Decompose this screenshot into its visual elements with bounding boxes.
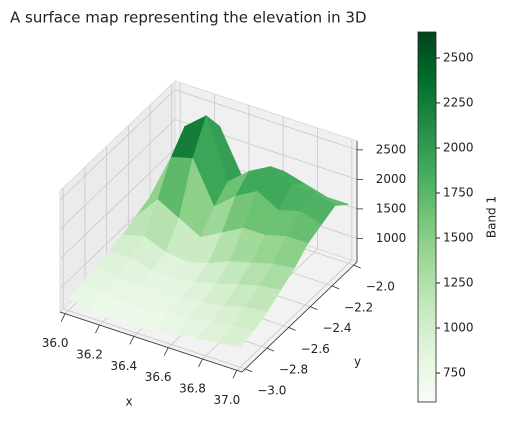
x-tick-label: 36.8	[179, 381, 206, 395]
colorbar-fill	[417, 31, 437, 403]
x-tick-label: 36.6	[145, 370, 172, 384]
tick-mark	[245, 368, 253, 373]
colorbar-tick-label: 1000	[443, 321, 474, 335]
grid-line	[59, 89, 176, 201]
z-tick-label: 2000	[376, 172, 407, 186]
tick-mark	[288, 327, 296, 331]
surface-cell	[218, 326, 255, 347]
y-tick-label: −2.2	[344, 300, 373, 314]
tick-mark	[331, 285, 340, 290]
x-axis-line	[59, 311, 243, 373]
grid-line	[174, 89, 358, 151]
z-tick-label: 1000	[376, 231, 407, 245]
tick-mark	[95, 324, 100, 334]
colorbar-label: Band 1	[485, 196, 499, 238]
x-tick-label: 36.0	[42, 336, 69, 350]
tick-mark	[232, 370, 238, 379]
colorbar-tick-label: 750	[443, 366, 466, 380]
colorbar-tick-label: 1250	[443, 275, 474, 289]
y-tick-label: −2.6	[301, 342, 330, 356]
z-tick-label: 1500	[376, 201, 407, 215]
colorbar-tick-label: 2250	[443, 95, 474, 109]
tick-mark	[266, 347, 275, 352]
tick-mark	[353, 264, 361, 269]
tick-mark	[198, 358, 203, 368]
colorbar-tick-label: 1500	[443, 230, 474, 244]
y-tick-label: −2.4	[322, 321, 351, 335]
grid-line	[236, 260, 353, 371]
grid-line	[59, 148, 176, 260]
tick-mark	[163, 347, 169, 356]
colorbar-tick-label: 2000	[443, 140, 474, 154]
grid-line	[63, 308, 246, 370]
tick-mark	[60, 313, 66, 322]
y-axis-label: y	[354, 355, 361, 369]
z-tick-label: 2500	[376, 142, 407, 156]
colorbar-tick-label: 1750	[443, 185, 474, 199]
grid-line	[59, 119, 176, 230]
surface	[67, 114, 349, 347]
x-tick-label: 36.2	[76, 348, 103, 362]
y-tick-label: −2.0	[366, 280, 395, 294]
y-axis-line	[241, 261, 358, 373]
y-tick-label: −2.8	[279, 363, 308, 377]
x-axis-label: x	[125, 395, 132, 409]
chart-title: A surface map representing the elevation…	[10, 9, 367, 27]
colorbar: 750 1000 1250 1500 1750 2000 2250 2500 Band 1	[417, 31, 499, 403]
x-tick-label: 37.0	[213, 393, 240, 407]
tick-mark	[310, 306, 318, 310]
x-tick-label: 36.4	[110, 359, 137, 373]
y-tick-label: −3.0	[257, 383, 286, 397]
colorbar-tick-label: 2500	[443, 50, 474, 64]
tick-mark	[129, 336, 135, 345]
